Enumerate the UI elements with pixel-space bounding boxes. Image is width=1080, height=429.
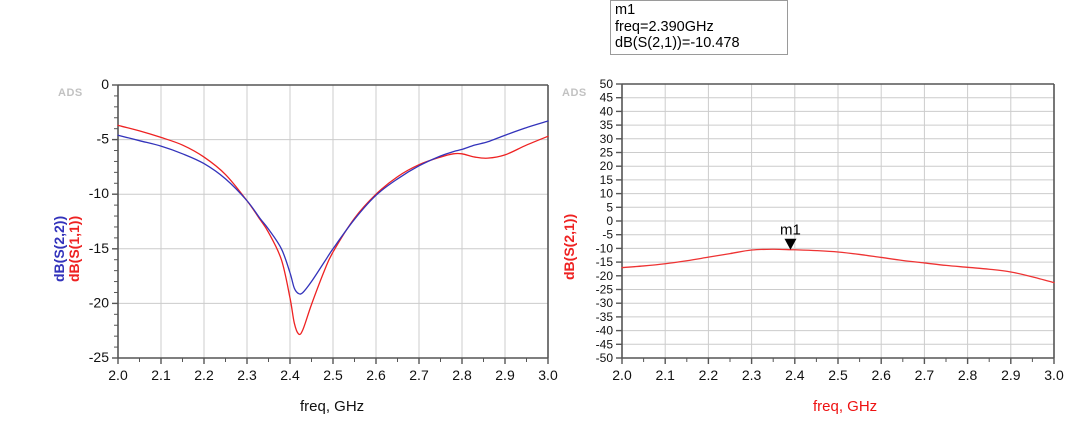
- y-tick-label: 0: [101, 76, 109, 92]
- y-axis-label-right: dB(S(2,1)): [561, 213, 577, 280]
- y-axis-label-left: dB(S(2,2)) dB(S(1,1)): [51, 215, 82, 282]
- x-axis-label-left: freq, GHz: [300, 398, 365, 415]
- y-tick-label: 50: [600, 77, 614, 91]
- y-tick-label: 25: [600, 146, 614, 160]
- x-tick-label: 2.6: [366, 367, 386, 383]
- x-tick-label: 3.0: [538, 367, 558, 383]
- reflection-plot-canvas[interactable]: 0 -5 -10 -15 -20 -25 2.0 2.1 2.2 2.3 2.4 2.5 2.6 2.7 2…: [0, 0, 580, 429]
- y-tick-label: -20: [596, 269, 614, 283]
- y-tick-label: -15: [596, 255, 614, 269]
- x-tick-label: 2.8: [958, 367, 978, 383]
- y-tick-label: 15: [600, 173, 614, 187]
- y-axis-label-part: dB(S(2,1)): [561, 213, 577, 280]
- y-tick-label: -30: [596, 296, 614, 310]
- x-tick-label: 3.0: [1044, 367, 1064, 383]
- y-axis-label-part: dB(S(1,1)): [66, 215, 82, 282]
- x-axis-label-right: freq, GHz: [813, 398, 878, 415]
- y-tick-label: -40: [596, 324, 614, 338]
- y-tick-label: -5: [97, 131, 110, 147]
- x-tick-label: 2.9: [495, 367, 515, 383]
- y-tick-label: 35: [600, 118, 614, 132]
- marker-label[interactable]: m1: [780, 222, 801, 239]
- transmission-plot-canvas[interactable]: 50454035302520151050-5-10-15-20-25-30-35…: [548, 0, 1080, 429]
- marker-name: m1: [615, 2, 636, 18]
- ads-watermark-left: ADS: [58, 87, 83, 99]
- y-tick-label: -5: [602, 228, 613, 242]
- y-tick-label: -15: [89, 240, 109, 256]
- marker-readout-box[interactable]: m1 freq=2.390GHz dB(S(2,1))=-10.478: [610, 0, 788, 55]
- x-tick-label: 2.1: [655, 367, 675, 383]
- y-tick-label: -25: [596, 283, 614, 297]
- ads-watermark-right: ADS: [562, 87, 587, 99]
- series-line: [621, 248, 1055, 284]
- x-tick-label: 2.8: [452, 367, 472, 383]
- x-tick-label: 2.4: [280, 367, 300, 383]
- marker-triangle-icon[interactable]: [784, 238, 797, 250]
- y-tick-label: 40: [600, 104, 614, 118]
- x-tick-label: 2.3: [237, 367, 257, 383]
- y-tick-label: -25: [89, 349, 109, 365]
- reflection-plot[interactable]: ADS dB(S(2,2)) dB(S(1,1)) freq, GHz 0 -5 -1…: [0, 0, 580, 429]
- y-tick-label: 45: [600, 91, 614, 105]
- y-tick-label: -50: [596, 351, 614, 365]
- x-tick-label: 2.2: [699, 367, 719, 383]
- series-line: [117, 124, 549, 336]
- y-tick-label: -35: [596, 310, 614, 324]
- x-tick-label: 2.7: [409, 367, 429, 383]
- y-tick-label: -10: [89, 185, 109, 201]
- y-tick-label: 10: [600, 187, 614, 201]
- marker-value: dB(S(2,1))=-10.478: [615, 35, 740, 51]
- y-tick-label: 0: [606, 214, 613, 228]
- x-tick-label: 2.3: [742, 367, 762, 383]
- x-tick-label: 2.5: [828, 367, 848, 383]
- x-tick-label: 2.6: [871, 367, 891, 383]
- x-tick-label: 2.4: [785, 367, 805, 383]
- series-line: [117, 120, 549, 295]
- x-tick-label: 2.9: [1001, 367, 1021, 383]
- x-tick-label: 2.2: [194, 367, 214, 383]
- x-tick-label: 2.7: [915, 367, 935, 383]
- x-tick-label: 2.0: [612, 367, 632, 383]
- x-tick-label: 2.0: [108, 367, 128, 383]
- y-tick-label: -45: [596, 337, 614, 351]
- transmission-plot[interactable]: ADS dB(S(2,1)) freq, GHz 50 45 40 35 30 25 20 1…: [548, 0, 1080, 429]
- y-tick-label: 30: [600, 132, 614, 146]
- x-tick-label: 2.1: [151, 367, 171, 383]
- y-axis-label-part: dB(S(2,2)): [51, 215, 67, 282]
- y-tick-label: 5: [606, 200, 613, 214]
- y-tick-label: 20: [600, 159, 614, 173]
- y-tick-label: -10: [596, 241, 614, 255]
- marker-freq: freq=2.390GHz: [615, 18, 714, 35]
- x-tick-label: 2.5: [323, 367, 343, 383]
- y-tick-label: -20: [89, 294, 109, 310]
